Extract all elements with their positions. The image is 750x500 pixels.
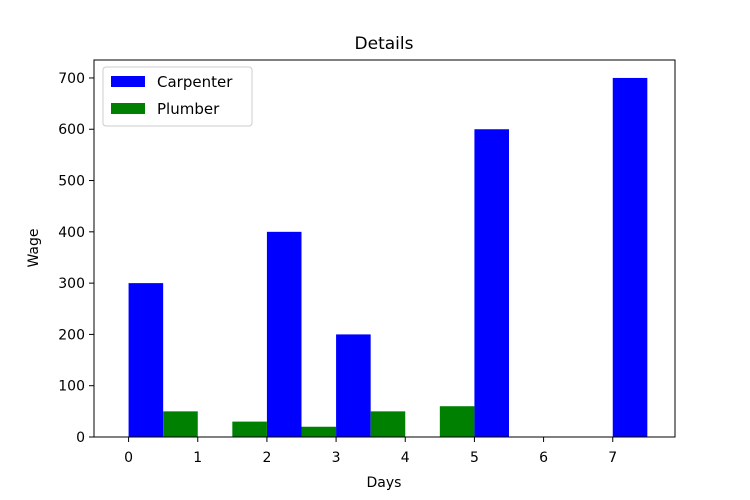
legend-label-plumber: Plumber <box>157 100 220 118</box>
y-tick-label: 700 <box>58 71 85 87</box>
y-tick-label: 100 <box>58 379 85 395</box>
legend-label-carpenter: Carpenter <box>157 73 233 91</box>
legend-swatch-plumber <box>111 103 145 114</box>
bar-plumber-3 <box>370 411 406 437</box>
y-tick-label: 0 <box>76 430 85 446</box>
plot-frame <box>93 59 676 438</box>
x-axis-ticks: 0 1 2 3 4 5 6 7 <box>124 437 617 466</box>
bar-plumber-1 <box>232 421 267 437</box>
legend: Carpenter Plumber <box>102 66 253 127</box>
y-axis-ticks: 0 100 200 300 400 500 600 700 <box>58 71 94 446</box>
y-tick-label: 400 <box>58 225 85 241</box>
x-axis-label: Days <box>367 475 402 491</box>
bars-group <box>128 77 648 438</box>
y-axis-label: Wage <box>26 228 42 267</box>
y-tick-label: 300 <box>58 276 85 292</box>
y-tick-label: 200 <box>58 327 85 343</box>
x-tick-label: 2 <box>262 450 271 466</box>
bar-carpenter-2 <box>336 334 371 437</box>
bar-plumber-4 <box>439 406 475 437</box>
bar-carpenter-4 <box>612 77 648 437</box>
legend-swatch-carpenter <box>111 76 145 87</box>
x-tick-label: 5 <box>470 450 479 466</box>
bar-plumber-0 <box>163 411 198 437</box>
bar-carpenter-0 <box>128 283 164 437</box>
x-tick-label: 3 <box>332 450 341 466</box>
y-tick-label: 500 <box>58 174 85 190</box>
y-tick-label: 600 <box>58 122 85 138</box>
bar-carpenter-3 <box>474 129 509 438</box>
x-tick-label: 1 <box>193 450 202 466</box>
bar-plumber-2 <box>301 426 337 437</box>
x-tick-label: 0 <box>124 450 133 466</box>
x-tick-label: 4 <box>401 450 410 466</box>
x-tick-label: 7 <box>608 450 617 466</box>
x-tick-label: 6 <box>539 450 548 466</box>
chart-title: Details <box>355 34 414 54</box>
bar-carpenter-1 <box>266 231 302 437</box>
